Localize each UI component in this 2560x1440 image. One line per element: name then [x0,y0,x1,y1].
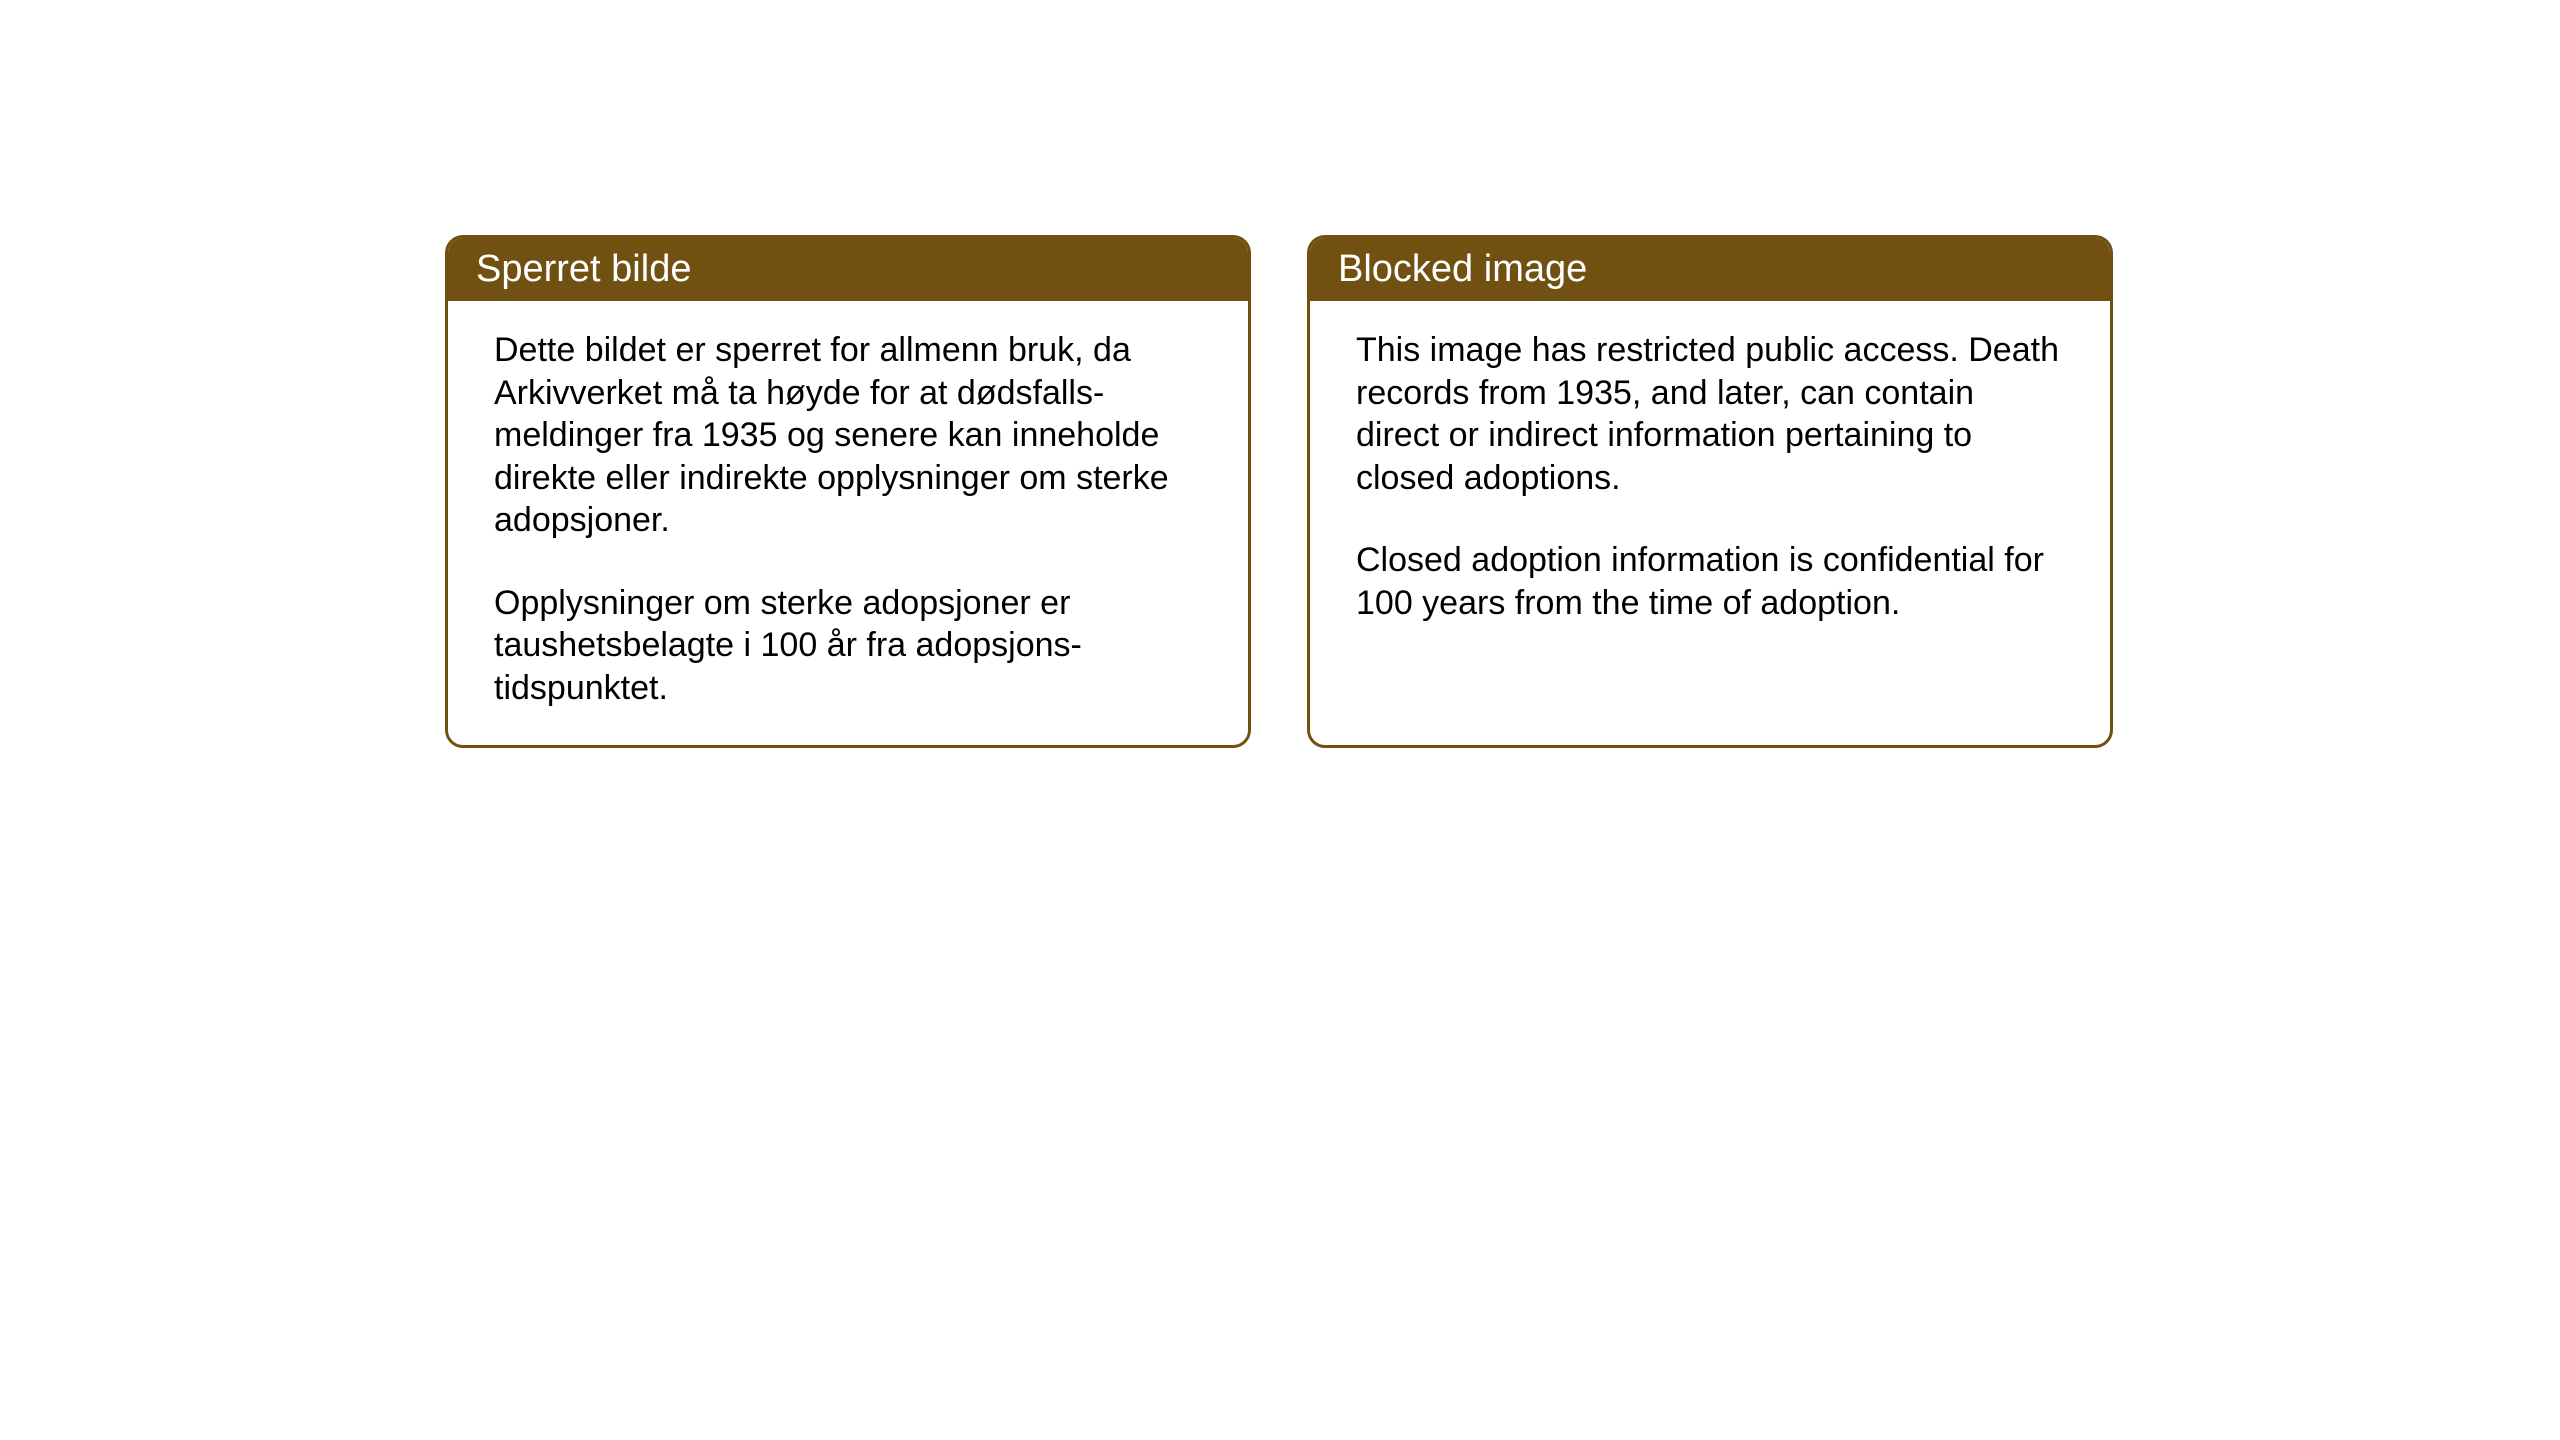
notice-header-norwegian: Sperret bilde [448,238,1248,301]
notice-title-english: Blocked image [1338,248,1587,290]
notice-card-norwegian: Sperret bilde Dette bildet er sperret fo… [445,235,1251,748]
notice-card-english: Blocked image This image has restricted … [1307,235,2113,748]
notice-paragraph-1-english: This image has restricted public access.… [1356,329,2064,499]
notice-paragraph-2-english: Closed adoption information is confident… [1356,539,2064,624]
notice-title-norwegian: Sperret bilde [476,248,691,290]
notice-body-norwegian: Dette bildet er sperret for allmenn bruk… [448,301,1248,745]
notice-header-english: Blocked image [1310,238,2110,301]
notice-paragraph-1-norwegian: Dette bildet er sperret for allmenn bruk… [494,329,1202,542]
notice-body-english: This image has restricted public access.… [1310,301,2110,660]
notice-container: Sperret bilde Dette bildet er sperret fo… [445,235,2113,748]
notice-paragraph-2-norwegian: Opplysninger om sterke adopsjoner er tau… [494,582,1202,710]
